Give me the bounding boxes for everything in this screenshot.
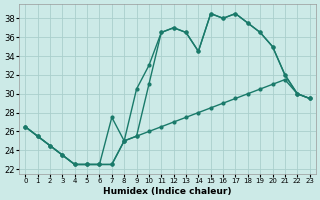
X-axis label: Humidex (Indice chaleur): Humidex (Indice chaleur) — [103, 187, 232, 196]
